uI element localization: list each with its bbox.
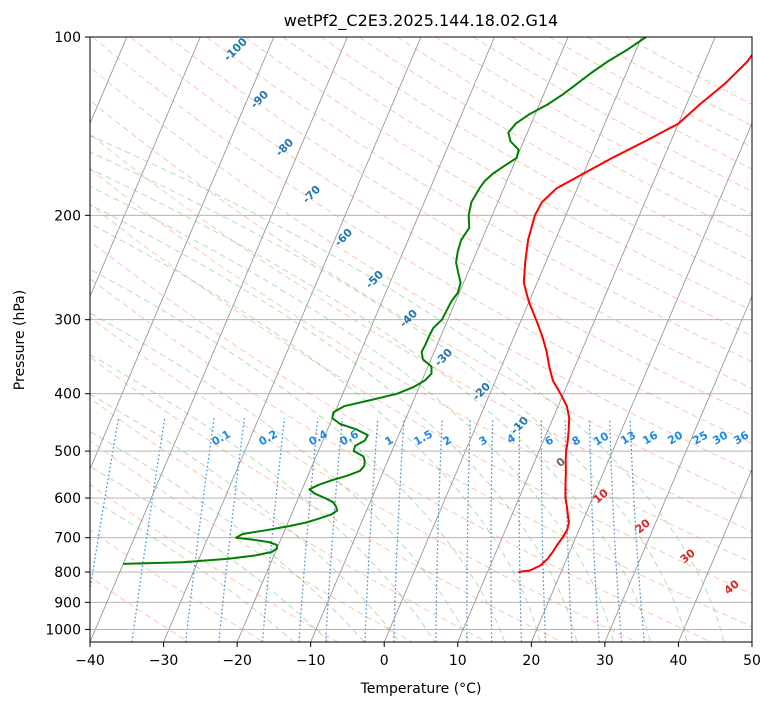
mixing-ratio-line <box>541 418 545 642</box>
dry-adiabat-label: -80 <box>273 136 296 159</box>
mixing-ratio-label: 16 <box>640 428 660 447</box>
dry-adiabat-label: -50 <box>363 268 386 291</box>
moist-adiabat-line <box>0 37 435 642</box>
dry-adiabat-line <box>0 37 711 642</box>
dry-adiabat-label: -100 <box>221 35 250 64</box>
x-tick-label: −30 <box>149 653 179 669</box>
dry-adiabat-line <box>0 37 636 642</box>
x-tick-label: 20 <box>522 653 540 669</box>
dry-adiabat-label: -20 <box>470 380 493 403</box>
y-axis-ticks: 100 200 300 400 500 600 700 800 900 1000 <box>45 30 90 638</box>
dry-adiabat-line <box>54 37 775 642</box>
dry-adiabat-line <box>245 37 775 642</box>
mixing-ratio-line <box>82 418 119 642</box>
y-tick-label: 400 <box>54 387 81 403</box>
mixing-ratio-line <box>299 418 318 642</box>
mixing-ratio-line <box>519 418 521 642</box>
dry-adiabat-line <box>359 37 775 642</box>
isotherm-line <box>311 37 568 642</box>
y-tick-label: 600 <box>54 491 81 507</box>
moist-adiabat-label: 30 <box>678 546 698 566</box>
mixing-ratio-label: 2 <box>441 433 454 448</box>
dry-adiabat-line <box>473 37 775 642</box>
dry-adiabat-line <box>283 37 775 642</box>
x-tick-label: −40 <box>75 653 105 669</box>
isotherm-line <box>752 37 775 642</box>
mixing-ratio-label: 36 <box>731 428 751 447</box>
moist-adiabat-line <box>0 37 687 642</box>
moist-adiabat-label: 40 <box>722 577 742 597</box>
mixing-ratio-label: 8 <box>570 433 583 448</box>
background-lines <box>0 37 775 642</box>
dry-adiabat-line <box>0 37 775 642</box>
x-tick-label: 10 <box>449 653 467 669</box>
moist-adiabat-line <box>0 37 724 642</box>
y-tick-label: 800 <box>54 565 81 581</box>
dry-adiabat-line <box>0 37 775 642</box>
isotherm-line <box>0 37 200 642</box>
x-axis-title: Temperature (°C) <box>360 681 482 697</box>
y-tick-label: 1000 <box>45 622 81 638</box>
mixing-ratio-line <box>436 418 442 642</box>
y-tick-label: 200 <box>54 208 81 224</box>
dry-adiabat-line <box>0 37 338 642</box>
dry-adiabat-line <box>0 37 775 642</box>
x-axis-ticks: −40 −30 −20 −10 0 10 20 30 40 50 <box>75 642 761 669</box>
x-tick-label: 30 <box>596 653 614 669</box>
chart-title: wetPf2_C2E3.2025.144.18.02.G14 <box>284 11 558 31</box>
dry-adiabat-line <box>0 37 562 642</box>
mixing-ratio-label: 0.2 <box>257 427 280 448</box>
mixing-ratio-label: 6 <box>543 433 556 448</box>
x-tick-label: 40 <box>670 653 688 669</box>
moist-adiabat-label: 10 <box>591 486 611 506</box>
mixing-ratio-line <box>610 418 622 642</box>
y-tick-label: 700 <box>54 531 81 547</box>
mixing-ratio-label: 25 <box>690 429 710 448</box>
moist-adiabat-line <box>0 37 613 642</box>
dry-adiabat-line <box>435 37 775 642</box>
y-tick-label: 100 <box>54 30 81 46</box>
mixing-ratio-line <box>186 418 215 642</box>
isotherm-line <box>90 37 347 642</box>
dry-adiabat-line <box>0 37 775 642</box>
mixing-ratio-label: 20 <box>665 428 685 447</box>
dry-adiabat-line <box>0 37 263 642</box>
x-tick-label: −10 <box>296 653 326 669</box>
dry-adiabat-line <box>0 37 412 642</box>
y-tick-label: 300 <box>54 313 81 329</box>
isotherm-line <box>458 37 715 642</box>
dry-adiabat-line <box>588 37 775 642</box>
mixing-ratio-line <box>590 418 600 642</box>
y-axis-title: Pressure (hPa) <box>12 290 28 390</box>
temperature-line <box>518 37 765 572</box>
moist-adiabat-line <box>0 37 364 642</box>
isotherm-line <box>237 37 494 642</box>
moist-adiabat-line <box>0 37 505 642</box>
dry-adiabat-label: -90 <box>248 88 271 111</box>
dry-adiabat-line <box>550 37 775 642</box>
x-tick-label: 50 <box>743 653 761 669</box>
y-tick-label: 500 <box>54 444 81 460</box>
moist-adiabat-line <box>0 37 577 642</box>
mixing-ratio-label: 10 <box>591 429 611 448</box>
mixing-ratio-line <box>491 418 493 642</box>
dry-adiabat-line <box>0 37 189 642</box>
dry-adiabat-label: -70 <box>300 183 323 206</box>
x-tick-label: −20 <box>222 653 252 669</box>
dry-adiabat-line <box>0 37 487 642</box>
mixing-ratio-label: 30 <box>710 428 730 447</box>
moist-adiabat-line <box>0 37 294 642</box>
x-tick-label: 0 <box>380 653 389 669</box>
mixing-ratio-label: 3 <box>477 433 490 448</box>
moist-adiabat-line <box>0 37 399 642</box>
y-tick-label: 900 <box>54 595 81 611</box>
isotherm-line <box>16 37 273 642</box>
mixing-ratio-line <box>132 418 165 642</box>
dry-adiabat-line <box>626 37 775 642</box>
